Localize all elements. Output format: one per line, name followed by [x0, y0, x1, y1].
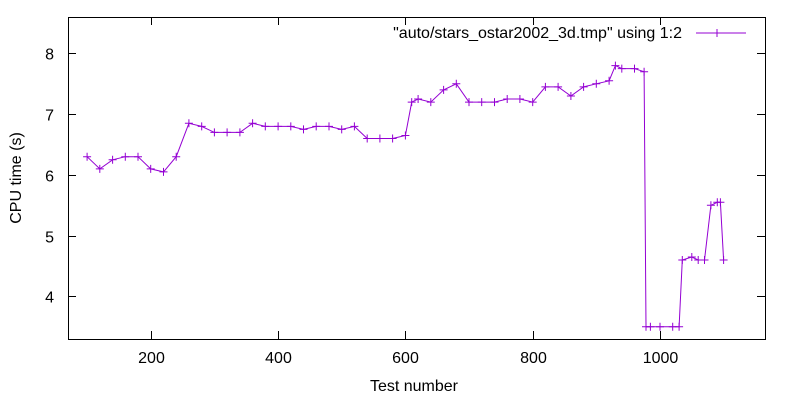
data-point [426, 98, 435, 107]
data-point [700, 256, 709, 264]
data-point [108, 155, 117, 164]
data-point [235, 128, 244, 137]
data-point [401, 131, 410, 140]
data-point [477, 98, 486, 107]
x-tick-label: 400 [265, 350, 292, 367]
x-tick-label: 600 [392, 350, 419, 367]
data-point [197, 122, 206, 131]
x-tick-label: 200 [138, 350, 165, 367]
x-tick-label: 1000 [643, 350, 679, 367]
data-point [566, 92, 575, 100]
data-point [554, 82, 563, 91]
data-point [611, 61, 620, 70]
legend-marker [713, 29, 721, 37]
data-point [630, 64, 639, 73]
data-point [678, 256, 687, 264]
data-point [337, 125, 346, 134]
data-point [159, 167, 168, 176]
data-point [184, 119, 193, 128]
data-point [172, 152, 181, 161]
data-point [675, 322, 684, 331]
data-point [579, 82, 588, 91]
data-point [465, 98, 473, 107]
data-point [414, 95, 423, 103]
legend-label: "auto/stars_ostar2002_3d.tmp" using 1:2 [393, 25, 682, 42]
data-point [121, 152, 130, 161]
data-point [223, 128, 232, 137]
data-point [388, 134, 397, 143]
data-point [490, 98, 499, 107]
plot-frame [68, 17, 766, 340]
series-layer [83, 61, 728, 331]
data-point [719, 256, 728, 264]
data-point [210, 128, 219, 137]
legend: "auto/stars_ostar2002_3d.tmp" using 1:2 [393, 25, 746, 42]
data-point [146, 164, 155, 173]
data-point [646, 322, 655, 331]
y-tick-label: 8 [45, 47, 54, 64]
y-tick-label: 4 [45, 290, 54, 307]
data-point [407, 98, 416, 107]
data-point [716, 198, 725, 207]
x-tick-label: 800 [520, 350, 547, 367]
x-axis-label: Test number [370, 378, 459, 395]
data-point [541, 82, 550, 91]
data-point [312, 122, 321, 131]
data-point [503, 95, 512, 103]
y-tick-label: 6 [45, 169, 54, 186]
y-tick-label: 7 [45, 108, 54, 125]
data-point [617, 64, 626, 73]
data-point [350, 122, 359, 131]
data-point [299, 125, 308, 134]
data-point [95, 164, 104, 173]
data-point [706, 201, 715, 210]
data-point [325, 122, 333, 131]
data-point [363, 134, 372, 143]
data-point [274, 122, 283, 131]
data-point [656, 322, 664, 331]
data-point [261, 122, 270, 131]
data-point [286, 122, 295, 131]
data-point [515, 95, 524, 103]
axis-tick-labels: 200 400 600 800 1000 4 5 6 7 8 [45, 47, 678, 368]
data-point [248, 119, 257, 128]
data-point [134, 152, 142, 161]
data-point [528, 98, 537, 107]
series-line-0 [86, 64, 725, 328]
y-axis-label: CPU time (s) [8, 132, 25, 224]
data-point [83, 152, 92, 161]
data-point [375, 134, 384, 143]
y-tick-label: 5 [45, 230, 54, 247]
axis-ticks [68, 17, 765, 339]
data-point [452, 79, 461, 88]
data-point [687, 253, 696, 261]
data-point [439, 85, 448, 94]
data-point [640, 67, 649, 76]
data-point [592, 79, 601, 88]
data-point [605, 76, 614, 85]
